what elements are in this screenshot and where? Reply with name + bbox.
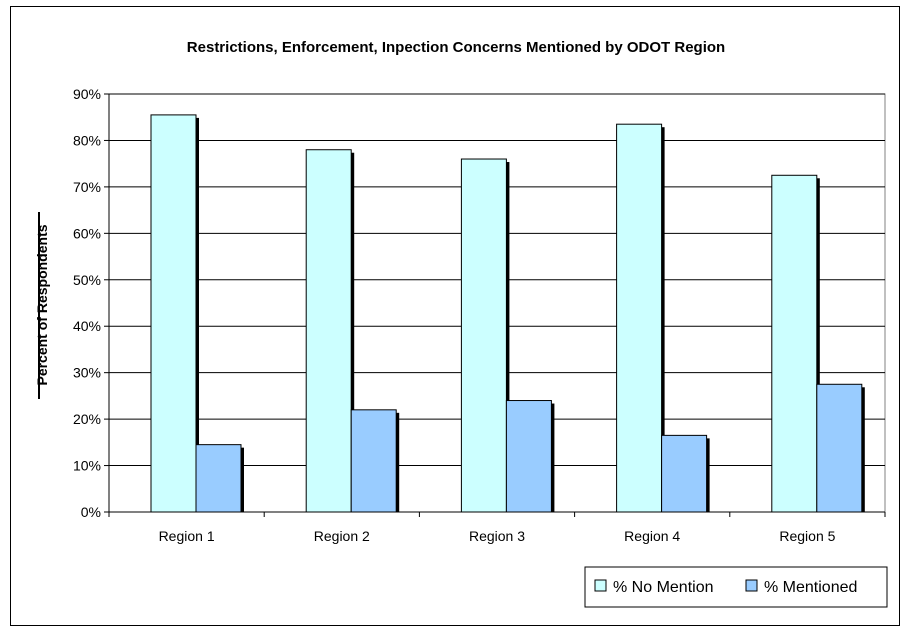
- bar-mentioned: [505, 400, 552, 513]
- x-tick-label: Region 3: [469, 528, 525, 544]
- bar-mentioned: [350, 409, 397, 513]
- y-tick-label: 40%: [73, 318, 101, 334]
- x-tick-label: Region 2: [314, 528, 370, 544]
- y-tick-label: 60%: [73, 225, 101, 241]
- y-tick-label: 50%: [73, 272, 101, 288]
- y-tick-label: 30%: [73, 365, 101, 381]
- x-tick-label: Region 4: [624, 528, 680, 544]
- bar-no-mention: [150, 114, 197, 513]
- y-axis-label: Percent of Respondents: [34, 224, 50, 385]
- y-tick-label: 0%: [81, 504, 101, 520]
- y-tick-label: 80%: [73, 132, 101, 148]
- bar-no-mention: [771, 174, 818, 513]
- legend-swatch: [745, 579, 758, 592]
- chart-frame: Restrictions, Enforcement, Inpection Con…: [10, 6, 900, 626]
- y-tick-label: 10%: [73, 458, 101, 474]
- legend-swatch: [594, 579, 607, 592]
- legend-box: [584, 566, 888, 608]
- chart-title: Restrictions, Enforcement, Inpection Con…: [187, 39, 725, 56]
- y-tick-label: 20%: [73, 411, 101, 427]
- bar-no-mention: [616, 123, 663, 513]
- legend-label: % Mentioned: [764, 579, 857, 596]
- legend-label: % No Mention: [613, 579, 714, 596]
- bar-chart: Restrictions, Enforcement, Inpection Con…: [34, 39, 888, 608]
- bar-no-mention: [460, 158, 507, 513]
- x-tick-label: Region 5: [779, 528, 835, 544]
- y-tick-label: 90%: [73, 86, 101, 102]
- bar-mentioned: [816, 383, 863, 513]
- legend: % No Mention % Mentioned: [584, 566, 888, 608]
- bar-no-mention: [305, 149, 352, 513]
- plot-area: 0% 10% 20% 30% 40% 50% 60% 70% 80% 90% Region 1 Reg…: [38, 86, 886, 544]
- bar-mentioned: [661, 434, 708, 513]
- x-tick-label: Region 1: [159, 528, 215, 544]
- bar-mentioned: [195, 444, 242, 513]
- y-tick-label: 70%: [73, 179, 101, 195]
